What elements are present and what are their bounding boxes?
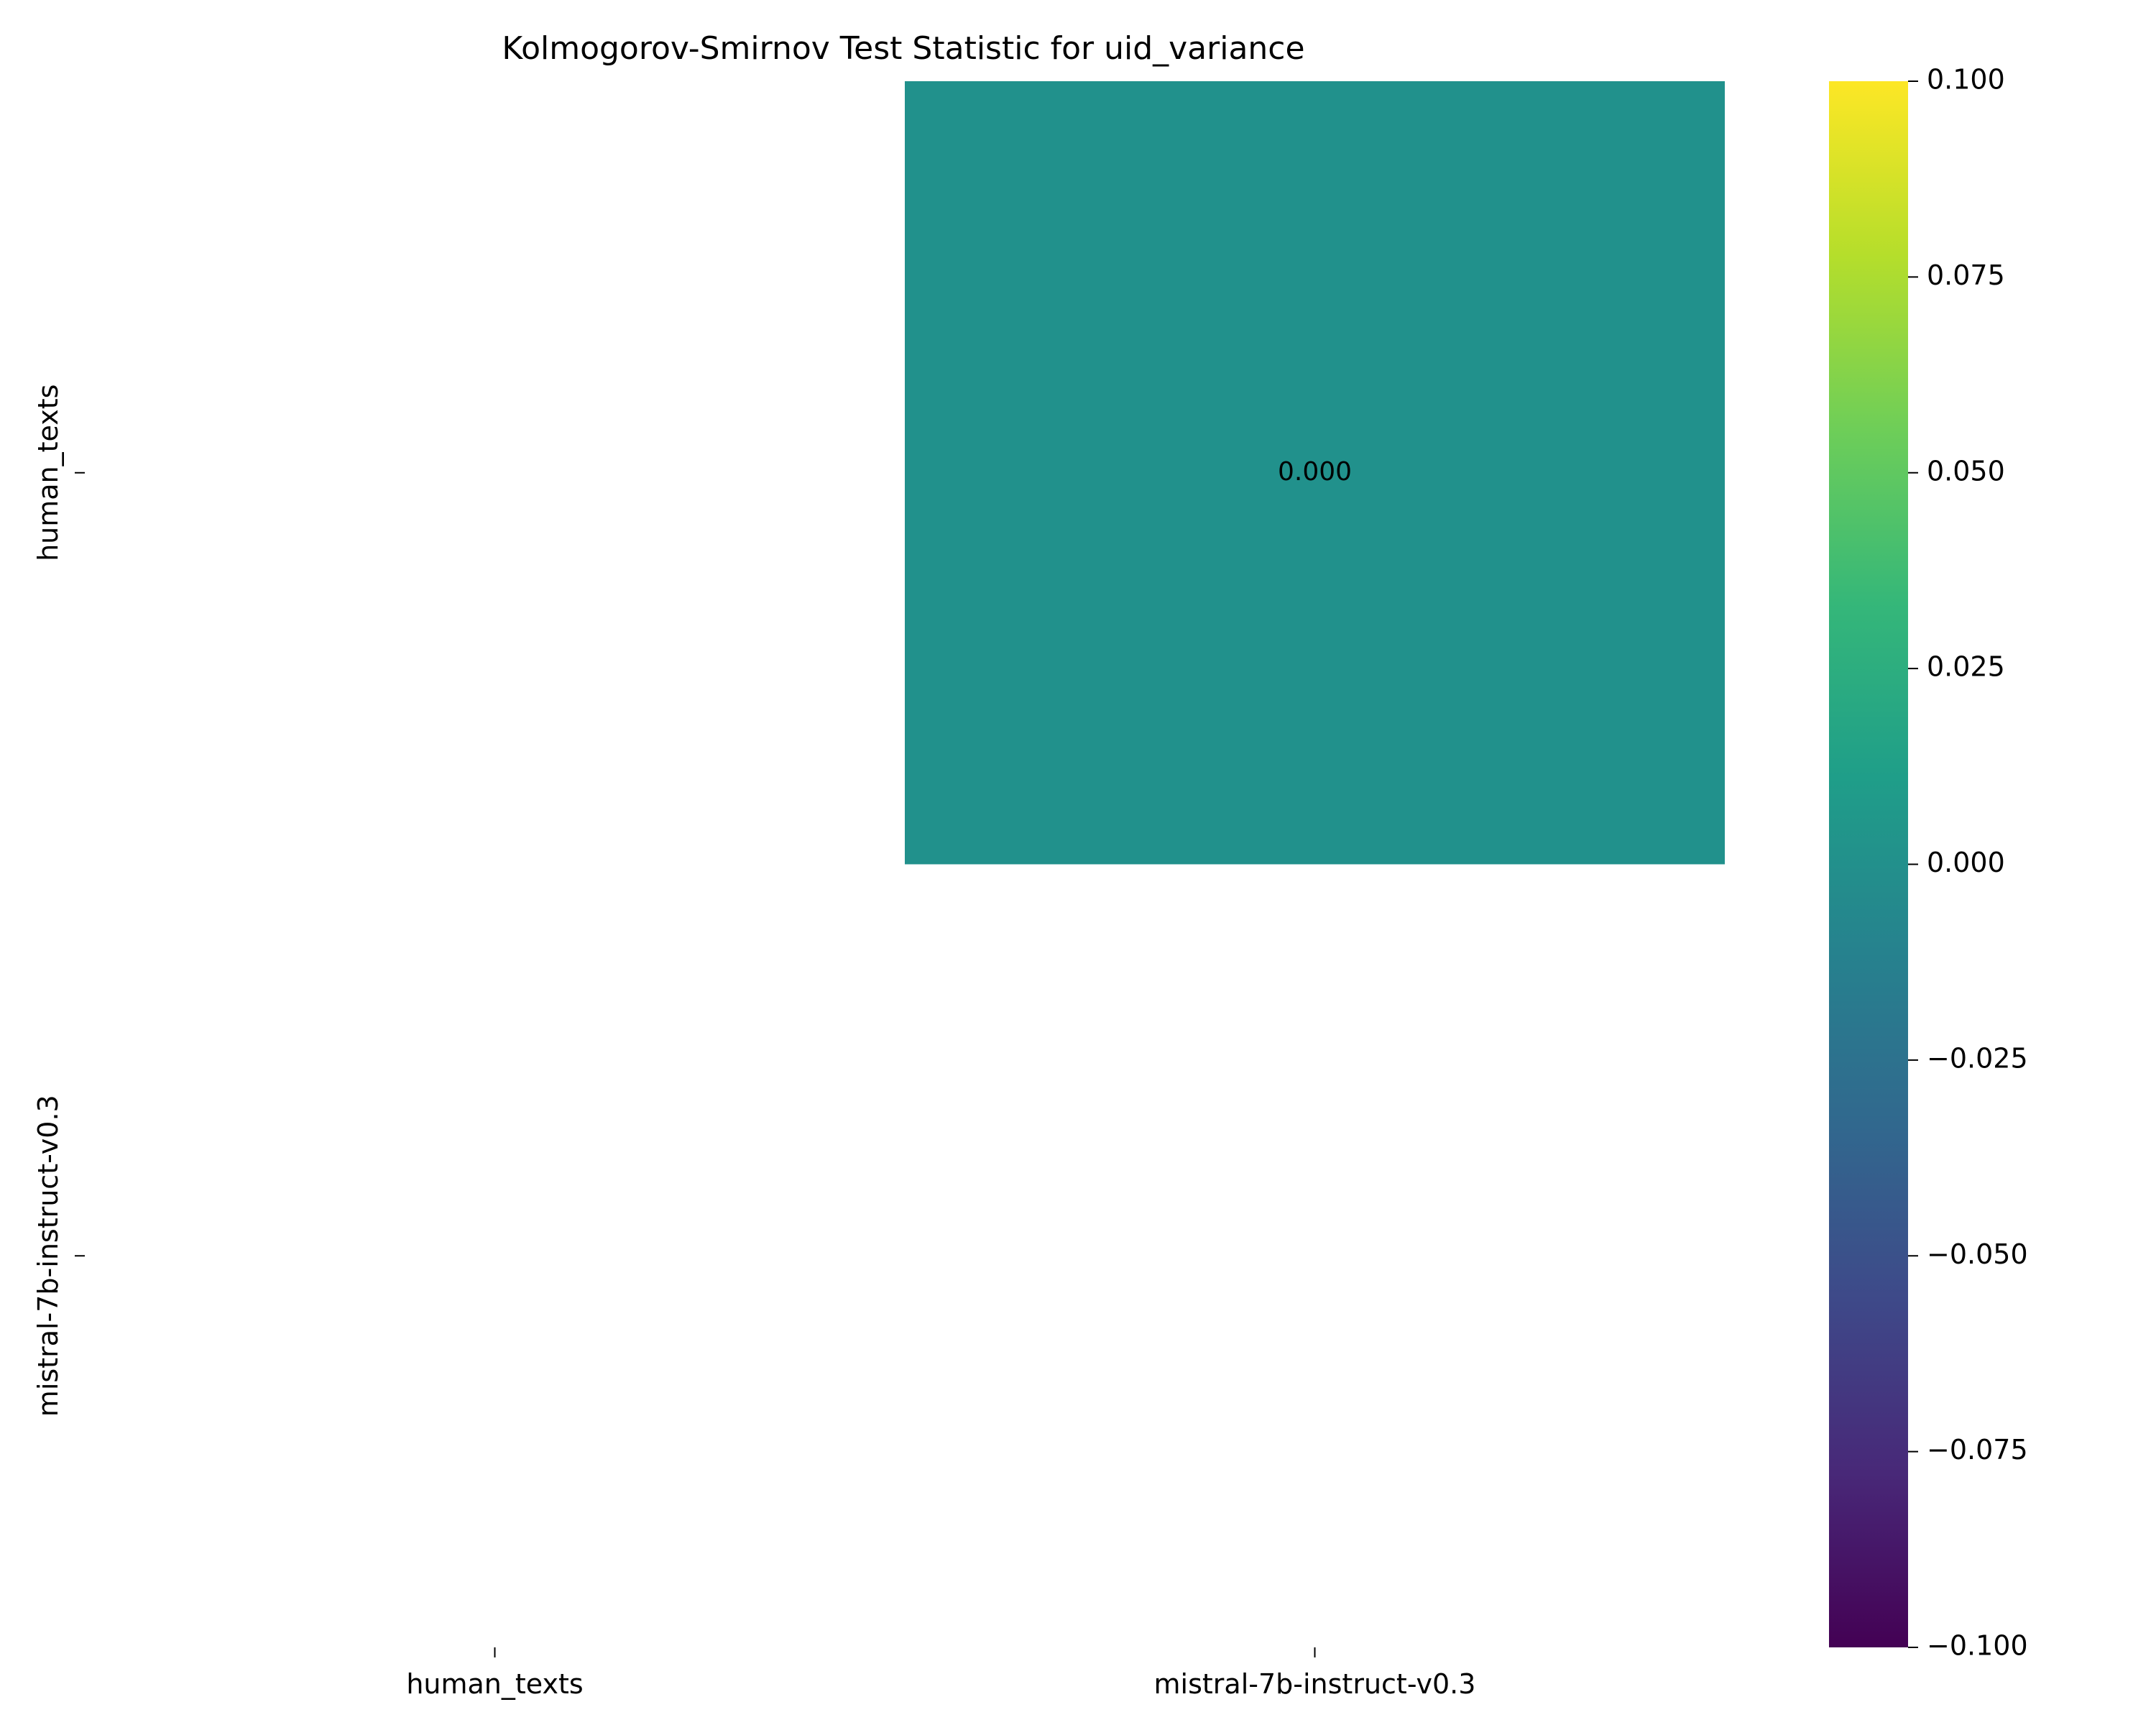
x-tick-label: mistral-7b-instruct-v0.3 — [1154, 1668, 1476, 1700]
heatmap-cell-r0-c1 — [905, 81, 1725, 865]
colorbar-gradient — [1829, 81, 1908, 1647]
colorbar-tick-label: 0.075 — [1927, 259, 2005, 291]
y-tick-label: mistral-7b-instruct-v0.3 — [32, 1095, 64, 1417]
chart-title: Kolmogorov-Smirnov Test Statistic for ui… — [502, 30, 1304, 67]
y-axis: human_texts mistral-7b-instruct-v0.3 — [32, 385, 85, 1417]
y-tick-label: human_texts — [32, 385, 64, 561]
x-axis: human_texts mistral-7b-instruct-v0.3 — [406, 1647, 1475, 1700]
colorbar-tick-label: −0.050 — [1927, 1238, 2028, 1270]
colorbar-tick-label: −0.025 — [1927, 1042, 2028, 1074]
colorbar-tick-label: 0.050 — [1927, 455, 2005, 487]
heatmap-cells: 0.000 — [905, 81, 1725, 865]
colorbar-tick-label: 0.000 — [1927, 847, 2005, 878]
colorbar: 0.100 0.075 0.050 0.025 0.000 −0.025 −0.050 −0.… — [1829, 64, 2028, 1662]
colorbar-tick-label: −0.075 — [1927, 1434, 2028, 1466]
colorbar-tick-label: 0.100 — [1927, 64, 2005, 96]
cell-annotation: 0.000 — [1278, 457, 1352, 487]
colorbar-tick-label: 0.025 — [1927, 651, 2005, 683]
x-tick-label: human_texts — [406, 1668, 583, 1700]
colorbar-tick-label: −0.100 — [1927, 1630, 2028, 1662]
